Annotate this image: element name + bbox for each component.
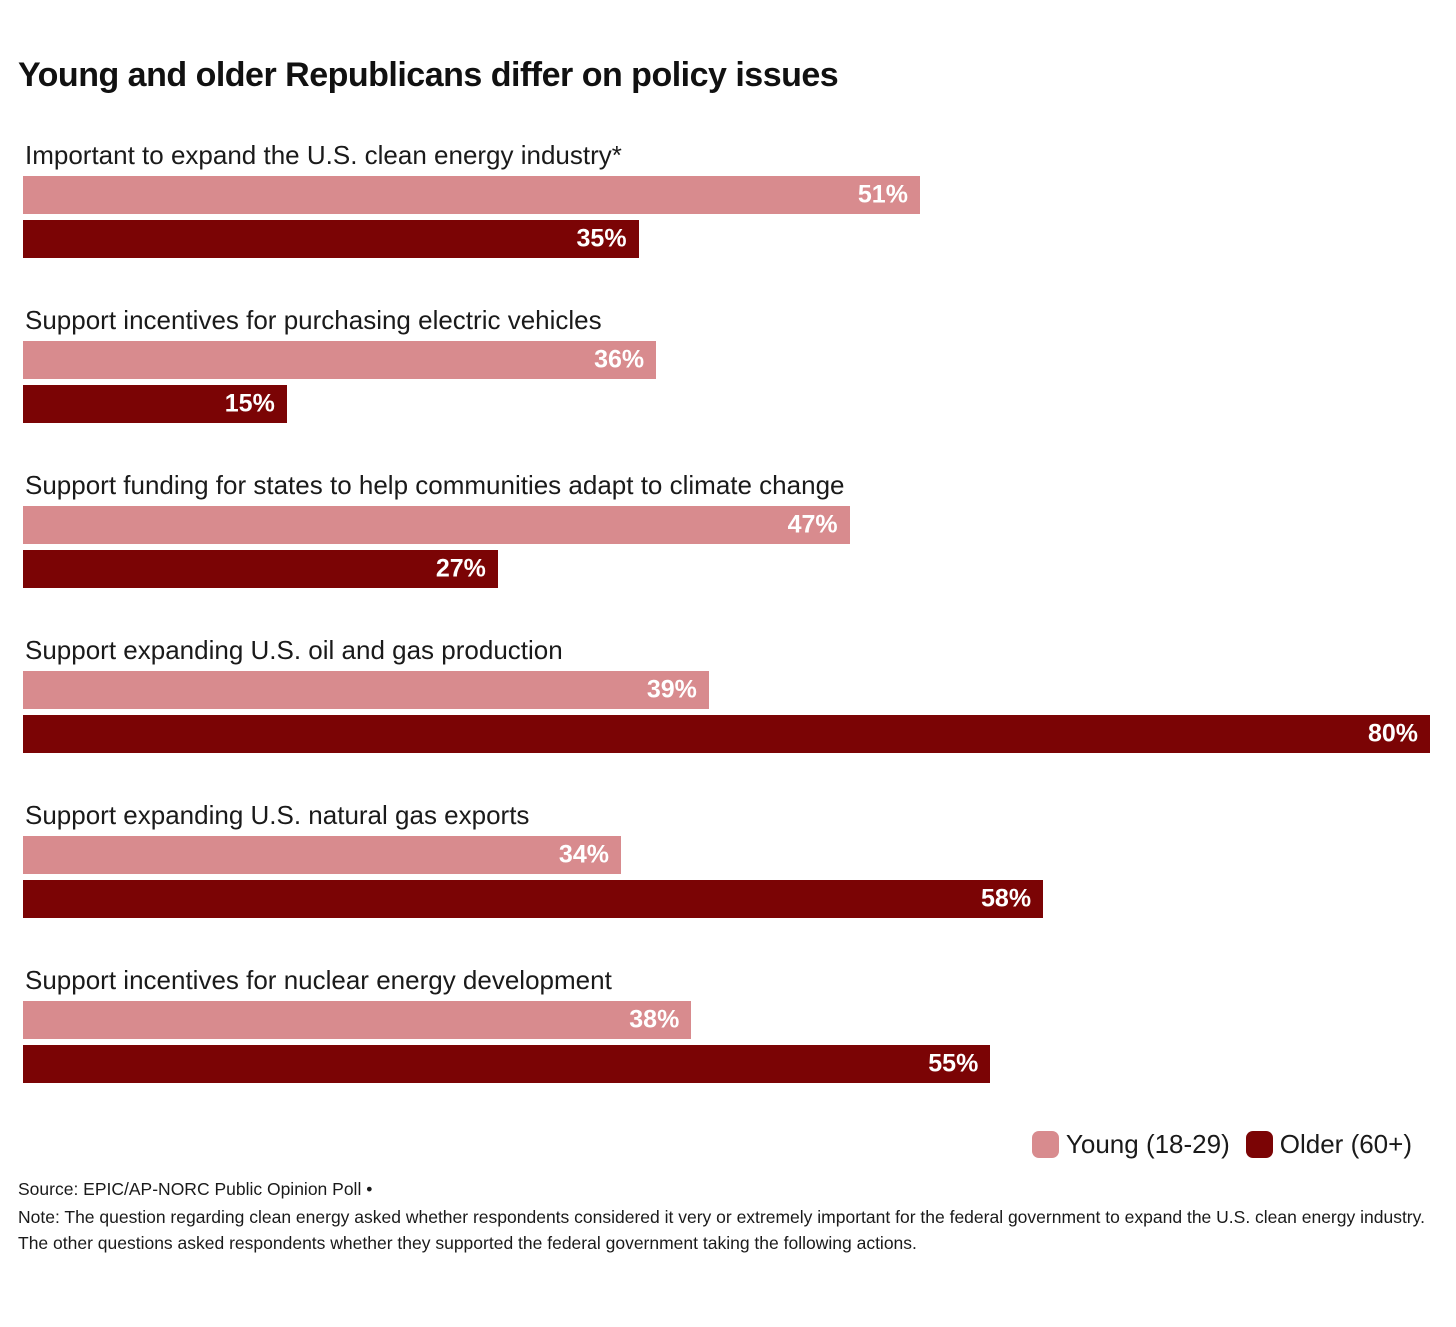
bar-young: 47% (23, 506, 850, 545)
value-label: 15% (224, 389, 275, 418)
legend-label-older: Older (60+) (1279, 1129, 1412, 1160)
chart-title: Young and older Republicans differ on po… (18, 56, 839, 94)
legend-item-young: Young (18-29) (1031, 1129, 1230, 1160)
legend-label-young: Young (18-29) (1065, 1129, 1230, 1160)
bar-older: 27% (23, 550, 498, 589)
bar-track-young: 38% (23, 1001, 1430, 1040)
bar-group: Support expanding U.S. oil and gas produ… (23, 634, 1430, 754)
value-label: 36% (594, 345, 645, 374)
bar-track-older: 55% (23, 1045, 1430, 1084)
bar-young: 34% (23, 836, 621, 875)
bar-track-older: 35% (23, 220, 1430, 259)
legend: Young (18-29) Older (60+) (0, 1129, 1456, 1160)
bar-track-young: 34% (23, 836, 1430, 875)
bar-young: 51% (23, 176, 920, 215)
bar-group: Important to expand the U.S. clean energ… (23, 139, 1430, 259)
legend-swatch-older-icon (1245, 1131, 1273, 1159)
bar-chart: Important to expand the U.S. clean energ… (0, 139, 1456, 1084)
bar-young: 39% (23, 671, 709, 710)
bar-track-young: 36% (23, 341, 1430, 380)
value-label: 34% (558, 840, 609, 869)
note-line: Note: The question regarding clean energ… (18, 1207, 1425, 1254)
bar-groups: Important to expand the U.S. clean energ… (23, 139, 1430, 1084)
category-label: Support expanding U.S. natural gas expor… (25, 800, 530, 831)
value-label: 80% (1367, 719, 1418, 748)
category-label: Important to expand the U.S. clean energ… (25, 140, 622, 171)
bar-older: 15% (23, 385, 287, 424)
bar-young: 36% (23, 341, 657, 380)
category-label: Support expanding U.S. oil and gas produ… (25, 635, 563, 666)
bar-young: 38% (23, 1001, 692, 1040)
value-label: 38% (629, 1005, 680, 1034)
value-label: 27% (435, 554, 486, 583)
value-label: 35% (576, 224, 627, 253)
bar-group: Support incentives for nuclear energy de… (23, 964, 1430, 1084)
value-label: 51% (857, 180, 908, 209)
value-label: 47% (787, 510, 838, 539)
bar-older: 58% (23, 880, 1044, 919)
bar-track-older: 15% (23, 385, 1430, 424)
category-label: Support incentives for nuclear energy de… (25, 965, 612, 996)
bar-older: 35% (23, 220, 639, 259)
legend-item-older: Older (60+) (1245, 1129, 1412, 1160)
legend-swatch-young-icon (1031, 1131, 1059, 1159)
bar-group: Support funding for states to help commu… (23, 469, 1430, 589)
value-label: 39% (646, 675, 697, 704)
bar-track-young: 47% (23, 506, 1430, 545)
value-label: 58% (981, 884, 1032, 913)
bar-group: Support expanding U.S. natural gas expor… (23, 799, 1430, 919)
category-label: Support funding for states to help commu… (25, 470, 845, 501)
bar-track-older: 80% (23, 715, 1430, 754)
category-label: Support incentives for purchasing electr… (25, 305, 602, 336)
source-line: Source: EPIC/AP-NORC Public Opinion Poll… (18, 1179, 373, 1200)
value-label: 55% (928, 1049, 979, 1078)
bar-track-young: 51% (23, 176, 1430, 215)
bar-track-older: 27% (23, 550, 1430, 589)
bar-older: 80% (23, 715, 1430, 754)
bar-older: 55% (23, 1045, 991, 1084)
bar-track-young: 39% (23, 671, 1430, 710)
bar-group: Support incentives for purchasing electr… (23, 304, 1430, 424)
bar-track-older: 58% (23, 880, 1430, 919)
footer: Source: EPIC/AP-NORC Public Opinion Poll… (0, 1176, 1456, 1256)
